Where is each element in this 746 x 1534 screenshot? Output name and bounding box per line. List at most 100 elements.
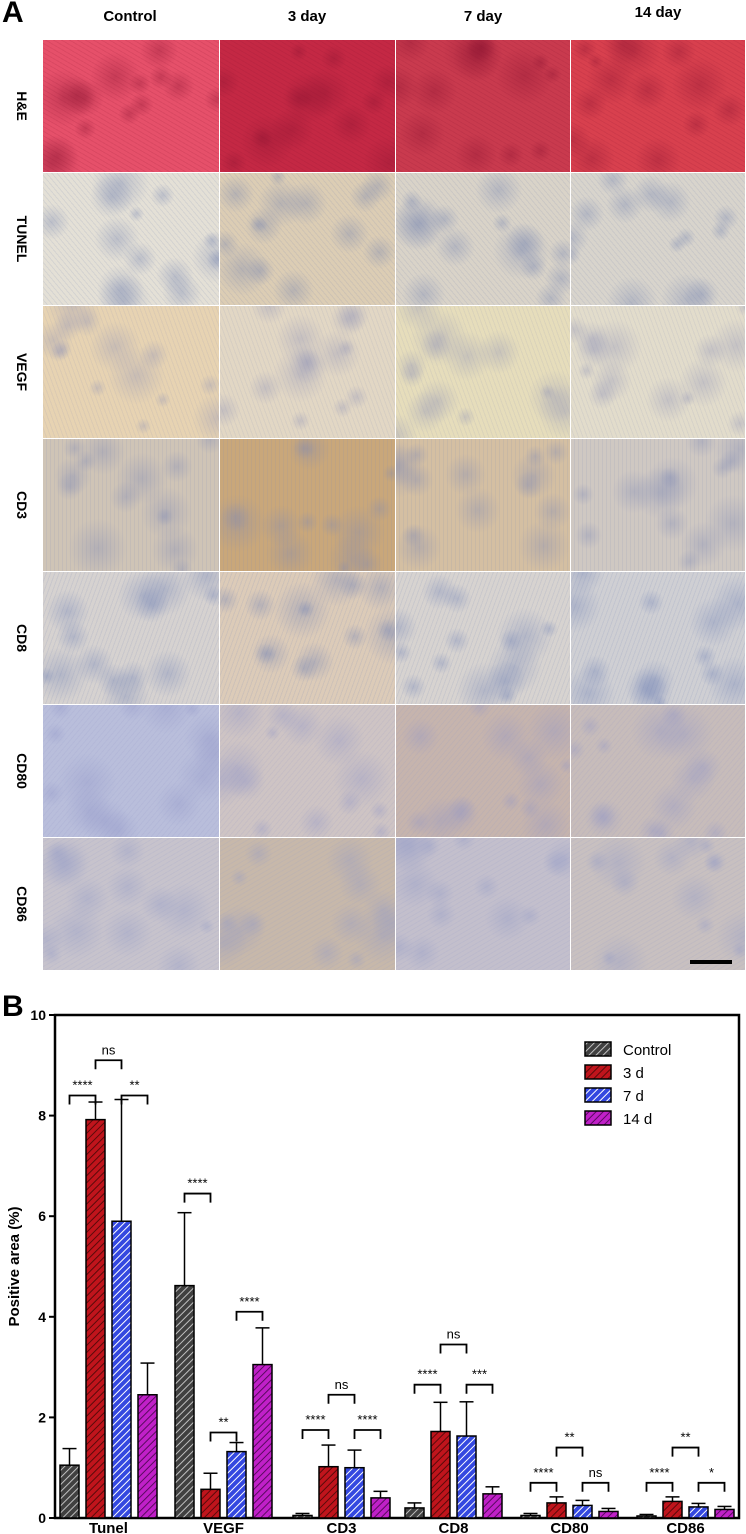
- micrograph-cd86-2: [396, 838, 571, 971]
- row-header-cd8: CD8: [14, 623, 30, 653]
- column-header-14-day: 14 day: [634, 4, 682, 21]
- bar: [59, 1464, 80, 1519]
- bar: [404, 1507, 425, 1519]
- significance-bracket: [301, 1429, 330, 1439]
- y-tick-label: 8: [38, 1108, 46, 1124]
- significance-bracket: [439, 1343, 468, 1354]
- micrograph-cd8-0: [43, 572, 220, 705]
- legend-label: 3 d: [623, 1065, 644, 1082]
- bar: [137, 1394, 158, 1519]
- significance-label: ****: [187, 1176, 207, 1191]
- bar: [520, 1514, 541, 1519]
- bar: [226, 1450, 247, 1519]
- significance-label: ****: [533, 1465, 553, 1480]
- significance-bracket: [183, 1192, 212, 1203]
- bar: [200, 1488, 221, 1519]
- category-label: CD3: [326, 1520, 356, 1534]
- micrograph-cd3-1: [220, 439, 396, 572]
- significance-label: *: [709, 1465, 714, 1480]
- micrograph-cd8-1: [220, 572, 396, 705]
- micrograph-vegf-2: [396, 306, 571, 439]
- y-axis-label: Positive area (%): [6, 1206, 23, 1326]
- micrograph-he-2: [396, 40, 571, 173]
- significance-bracket: [697, 1481, 726, 1492]
- micrograph-cd86-1: [220, 838, 396, 971]
- legend-label: Control: [623, 1042, 671, 1059]
- bar: [572, 1504, 593, 1519]
- significance-label: ns: [335, 1377, 349, 1392]
- micrograph-cd3-2: [396, 439, 571, 572]
- significance-label: **: [680, 1430, 690, 1445]
- y-tick-label: 4: [38, 1309, 46, 1325]
- significance-label: ****: [72, 1077, 92, 1092]
- micrograph-tunel-0: [43, 173, 220, 306]
- significance-bracket: [529, 1481, 558, 1492]
- panel-a-letter: A: [2, 0, 24, 29]
- micrograph-cd80-3: [571, 705, 746, 838]
- legend-label: 7 d: [623, 1088, 644, 1105]
- plot-frame: [53, 1013, 741, 1520]
- micrograph-cd86-3: [571, 838, 746, 971]
- bar: [546, 1502, 567, 1519]
- category-label: Tunel: [89, 1520, 128, 1534]
- bar: [482, 1493, 503, 1519]
- significance-bracket: [671, 1446, 700, 1457]
- column-header-control: Control: [103, 8, 157, 25]
- significance-label: ****: [649, 1465, 669, 1480]
- bar: [636, 1515, 657, 1519]
- micrograph-cd80-0: [43, 705, 220, 838]
- bar: [252, 1363, 273, 1519]
- legend-label: 14 d: [623, 1111, 652, 1128]
- significance-bracket: [120, 1094, 149, 1105]
- y-tick-label: 2: [38, 1409, 46, 1425]
- bar: [111, 1220, 132, 1519]
- y-tick-label: 0: [38, 1510, 46, 1526]
- significance-label: ****: [417, 1367, 437, 1382]
- significance-label: ****: [305, 1412, 325, 1427]
- scale-bar: [690, 960, 732, 964]
- micrograph-tunel-3: [571, 173, 746, 306]
- significance-bracket: [645, 1481, 674, 1492]
- significance-bracket: [581, 1481, 610, 1492]
- significance-label: **: [129, 1077, 139, 1092]
- bar: [598, 1510, 619, 1519]
- significance-bracket: [68, 1094, 97, 1105]
- bar-chart: 0 2 4 6 8 10 Positive area (%) Tunel VEGF CD3 CD8 C…: [6, 1007, 741, 1534]
- micrograph-cd8-2: [396, 572, 571, 705]
- bar: [318, 1465, 339, 1519]
- row-header-tunel: TUNEL: [14, 215, 30, 263]
- micrograph-vegf-0: [43, 306, 220, 439]
- significance-label: **: [564, 1430, 574, 1445]
- row-header-he: H&E: [14, 91, 30, 121]
- bar: [370, 1497, 391, 1519]
- row-header-vegf: VEGF: [14, 352, 30, 392]
- significance-label: ns: [447, 1326, 461, 1341]
- bar: [85, 1118, 106, 1519]
- y-tick-label: 10: [30, 1007, 46, 1023]
- significance-label: ****: [357, 1412, 377, 1427]
- micrograph-he-0: [43, 40, 220, 173]
- legend-swatch: [584, 1110, 612, 1126]
- category-label: CD86: [666, 1520, 704, 1534]
- micrograph-cd80-2: [396, 705, 571, 838]
- significance-label: ns: [102, 1042, 116, 1057]
- micrograph-tunel-1: [220, 173, 396, 306]
- bar: [456, 1435, 477, 1519]
- column-header-7-day: 7 day: [463, 8, 503, 25]
- bar: [688, 1506, 709, 1519]
- micrograph-cd86-0: [43, 838, 220, 971]
- row-header-cd86: CD86: [14, 886, 30, 922]
- micrograph-grid: [43, 40, 746, 971]
- category-label: VEGF: [203, 1520, 244, 1534]
- category-label: CD80: [550, 1520, 588, 1534]
- significance-bracket: [353, 1429, 382, 1439]
- significance-label: ****: [239, 1294, 259, 1309]
- bar: [430, 1430, 451, 1519]
- micrograph-tunel-2: [396, 173, 571, 306]
- micrograph-cd3-3: [571, 439, 746, 572]
- column-header-3-day: 3 day: [287, 8, 327, 25]
- legend-swatch: [584, 1041, 612, 1057]
- y-tick-label: 6: [38, 1208, 46, 1224]
- significance-bracket: [413, 1383, 442, 1394]
- significance-bracket: [235, 1310, 264, 1321]
